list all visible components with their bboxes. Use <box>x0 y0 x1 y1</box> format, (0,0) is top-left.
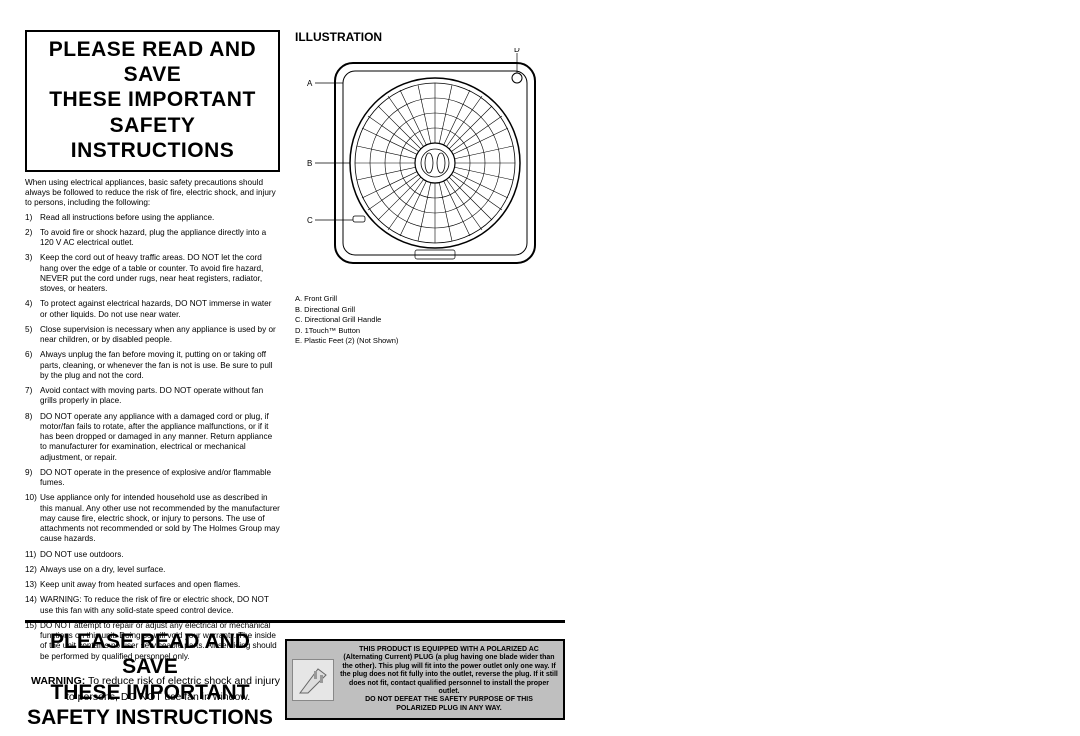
safety-item: Always use on a dry, level surface. <box>25 565 280 575</box>
intro-paragraph: When using electrical appliances, basic … <box>25 178 280 209</box>
callout-a: A <box>307 79 313 88</box>
safety-item: Close supervision is necessary when any … <box>25 325 280 346</box>
legend-b: B. Directional Grill <box>295 305 1040 316</box>
plug-line-1: THIS PRODUCT IS EQUIPPED WITH A POLARIZE… <box>340 646 558 654</box>
plug-line-4: POLARIZED PLUG IN ANY WAY. <box>340 705 558 713</box>
safety-item: Avoid contact with moving parts. DO NOT … <box>25 386 280 407</box>
headline-line-3: SAFETY INSTRUCTIONS <box>32 113 273 163</box>
bottom-bar: PLEASE READ AND SAVE THESE IMPORTANT SAF… <box>25 620 565 730</box>
bottom-headline-1: PLEASE READ AND SAVE <box>25 629 275 679</box>
callout-d: D <box>514 48 520 54</box>
plug-text: THIS PRODUCT IS EQUIPPED WITH A POLARIZE… <box>340 646 558 713</box>
illustration-heading: ILLUSTRATION <box>295 30 1040 44</box>
legend-d: D. 1Touch™ Button <box>295 326 1040 337</box>
fan-illustration: A B C D <box>295 48 555 283</box>
headline-line-1: PLEASE READ AND SAVE <box>32 37 273 87</box>
plug-line-3: DO NOT DEFEAT THE SAFETY PURPOSE OF THIS <box>340 696 558 704</box>
safety-item: To avoid fire or shock hazard, plug the … <box>25 228 280 249</box>
safety-item: Read all instructions before using the a… <box>25 213 280 223</box>
callout-c: C <box>307 216 313 225</box>
safety-item: Use appliance only for intended househol… <box>25 493 280 544</box>
bottom-headline-3: SAFETY INSTRUCTIONS <box>25 705 275 730</box>
illustration-legend: A. Front Grill B. Directional Grill C. D… <box>295 294 1040 347</box>
safety-instructions-list: Read all instructions before using the a… <box>25 213 280 662</box>
bottom-headline-2: THESE IMPORTANT <box>25 680 275 705</box>
manual-page: PLEASE READ AND SAVE THESE IMPORTANT SAF… <box>0 0 1080 736</box>
safety-item: WARNING: To reduce the risk of fire or e… <box>25 595 280 616</box>
callout-b: B <box>307 159 312 168</box>
bottom-row: PLEASE READ AND SAVE THESE IMPORTANT SAF… <box>25 629 565 730</box>
divider-line <box>25 620 565 623</box>
right-column: ILLUSTRATION <box>295 30 1040 705</box>
safety-item: Keep unit away from heated surfaces and … <box>25 580 280 590</box>
plug-line-2: (Alternating Current) PLUG (a plug havin… <box>340 654 558 696</box>
plug-icon <box>292 659 334 701</box>
safety-item: Keep the cord out of heavy traffic areas… <box>25 253 280 294</box>
bottom-headline: PLEASE READ AND SAVE THESE IMPORTANT SAF… <box>25 629 275 730</box>
safety-item: DO NOT operate any appliance with a dama… <box>25 412 280 463</box>
safety-item: DO NOT operate in the presence of explos… <box>25 468 280 489</box>
safety-item: DO NOT use outdoors. <box>25 550 280 560</box>
polarized-plug-notice: THIS PRODUCT IS EQUIPPED WITH A POLARIZE… <box>285 639 565 720</box>
legend-c: C. Directional Grill Handle <box>295 315 1040 326</box>
legend-e: E. Plastic Feet (2) (Not Shown) <box>295 336 1040 347</box>
safety-item: Always unplug the fan before moving it, … <box>25 350 280 381</box>
headline-line-2: THESE IMPORTANT <box>32 87 273 112</box>
safety-headline-box: PLEASE READ AND SAVE THESE IMPORTANT SAF… <box>25 30 280 172</box>
safety-item: To protect against electrical hazards, D… <box>25 299 280 320</box>
legend-a: A. Front Grill <box>295 294 1040 305</box>
left-column: PLEASE READ AND SAVE THESE IMPORTANT SAF… <box>25 30 280 705</box>
two-column-layout: PLEASE READ AND SAVE THESE IMPORTANT SAF… <box>25 30 1040 705</box>
